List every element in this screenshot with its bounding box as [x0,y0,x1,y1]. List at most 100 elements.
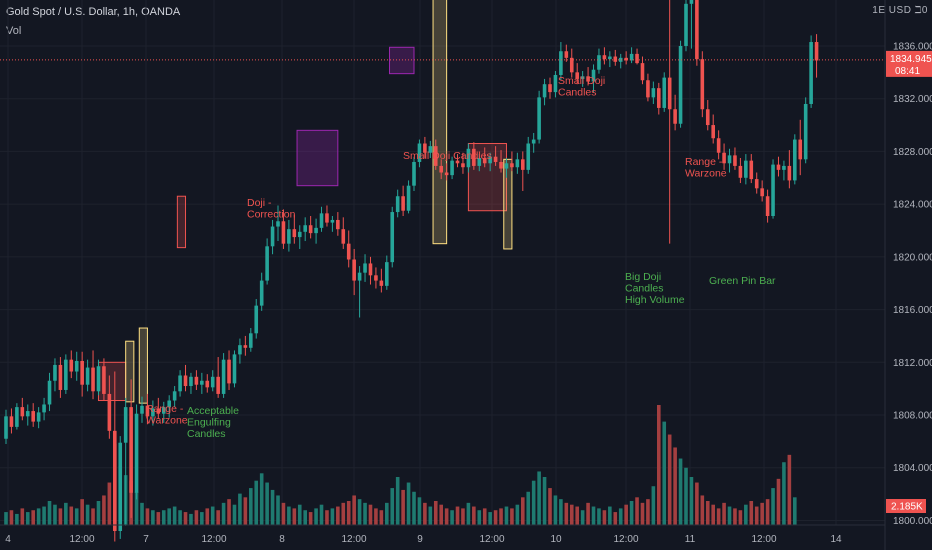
volume-bar [673,447,677,525]
candle-body [107,393,112,431]
volume-bar [657,405,661,525]
volume-bar [569,504,574,525]
candle-body [803,103,808,160]
volume-bar [145,508,150,525]
x-tick-label: 10 [550,534,562,545]
volume-bar [521,497,525,525]
candle-body [700,59,705,110]
volume-bar [64,502,68,525]
candle-body [341,229,346,244]
last-volume-label: 2.185K [891,502,923,513]
volume-bar [618,508,623,525]
volume-bar [265,482,269,525]
candle-body [9,416,14,427]
volume-bar [754,506,759,525]
volume-bar [200,512,204,525]
volume-bar [695,482,699,525]
candle-body [667,77,672,110]
volume-bar [385,502,389,525]
volume-bar [450,510,454,525]
volume-bar [107,482,112,525]
volume-bar [401,489,405,525]
candle-body [608,56,612,60]
x-tick-label: 12:00 [69,534,94,545]
volume-bar [303,510,307,525]
symbol-title[interactable]: Gold Spot / U.S. Dollar, 1h, OANDA [6,6,181,18]
volume-bar [793,497,797,525]
candle-body [412,161,416,186]
volume-bar [744,504,748,525]
volume-bar [58,508,63,525]
candle-body [249,333,253,348]
annotation-label: Acceptable Engulfing Candles [187,405,239,440]
x-tick-label: 12:00 [751,534,776,545]
candle-body [156,408,161,414]
y-tick-label: 1820.000 [893,252,932,263]
volume-bar [281,502,286,525]
volume-bar [455,506,460,525]
candle-body [281,221,286,244]
x-tick-label: 9 [417,534,423,545]
annotation-box [296,129,339,187]
candle-body [809,42,813,104]
candle-body [771,164,775,217]
candle-body [624,57,628,61]
candle-body [760,188,764,197]
candle-body [346,243,351,260]
annotation-line: Correction [247,209,296,221]
candle-body [488,156,492,164]
volume-bar [395,477,400,525]
annotation-line: Candles [187,428,226,440]
candle-body [194,376,199,385]
x-tick-label: 11 [685,534,696,545]
candle-body [352,259,356,281]
candle-body [526,143,531,170]
volume-bar [640,502,645,525]
volume-bar [276,495,280,525]
candle-body [640,63,645,81]
candle-body [559,51,563,75]
volume-bar [765,499,770,525]
candle-body [53,364,57,381]
annotation-box [389,46,415,75]
volume-bar [210,506,215,525]
candle-body [499,161,503,169]
volume-bar [575,506,579,525]
annotation-label: Small Doji Candles [403,150,492,162]
candle-body [134,413,139,493]
volume-bar [537,471,541,525]
volume-bar [346,501,351,525]
volume-bar [85,504,90,525]
candle-body [586,76,590,82]
volume-bar [368,504,373,525]
y-tick-label: 1808.000 [893,411,932,422]
volume-bar [776,478,781,525]
volume-bar [341,502,346,525]
candle-body [716,138,721,153]
candle-body [618,57,623,62]
candle-body [793,139,797,181]
currency-label[interactable]: 1E USD ℶ0 [872,5,928,16]
candle-body [787,165,792,181]
volume-bar [586,502,590,525]
volume-bar [531,480,536,525]
candle-body [216,376,220,394]
volume-bar [314,508,318,525]
candle-body [151,408,155,417]
candle-body [705,109,710,126]
volume-bar [74,508,79,525]
volume-bar [651,486,656,525]
volume-label[interactable]: Vol [6,25,22,37]
candle-body [303,225,307,232]
volume-bar [390,488,395,525]
volume-bar [194,510,199,525]
candle-body [727,155,732,164]
volume-bar [700,495,705,525]
candle-body [733,155,737,166]
candle-body [580,76,585,79]
annotation-line: High Volume [625,294,685,306]
volume-bar [580,510,585,525]
candle-body [678,45,683,124]
